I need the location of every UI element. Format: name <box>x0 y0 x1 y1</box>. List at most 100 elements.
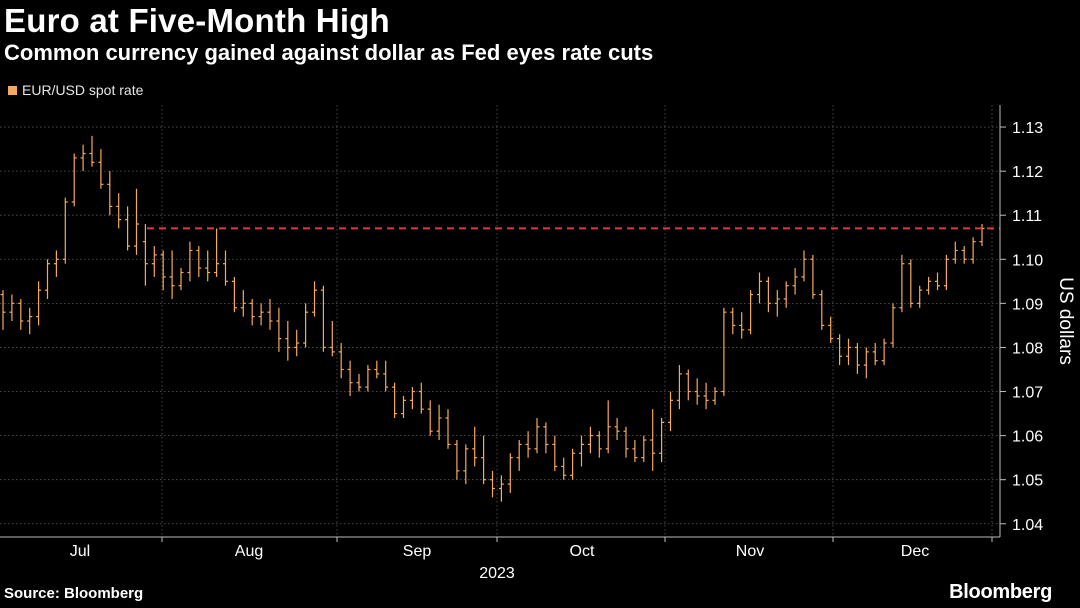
ohlc-bar <box>659 417 665 463</box>
ohlc-bar <box>240 290 246 317</box>
ohlc-bar <box>881 338 887 366</box>
ohlc-bar <box>730 307 736 335</box>
ohlc-bar <box>53 250 59 277</box>
ohlc-bar <box>721 307 727 396</box>
ohlc-bar <box>890 303 896 348</box>
y-tick-label: 1.10 <box>1012 252 1043 269</box>
ohlc-bar <box>854 343 860 374</box>
ohlc-bar <box>472 426 478 467</box>
y-tick-label: 1.07 <box>1012 385 1043 402</box>
ohlc-bar <box>134 188 139 255</box>
y-tick-label: 1.09 <box>1012 296 1043 313</box>
legend-label: EUR/USD spot rate <box>22 82 144 98</box>
ohlc-bar <box>561 457 567 480</box>
source-note: Source: Bloomberg <box>4 585 144 602</box>
chart-subtitle: Common currency gained against dollar as… <box>4 40 654 65</box>
ohlc-bar <box>151 246 157 277</box>
ohlc-bar <box>534 417 540 454</box>
ohlc-bar <box>463 444 469 485</box>
ohlc-bar <box>356 373 362 392</box>
ohlc-bar <box>27 307 33 335</box>
ohlc-bar <box>498 475 504 502</box>
x-month-label: Oct <box>570 543 595 560</box>
ohlc-bar <box>294 329 300 357</box>
legend: EUR/USD spot rate <box>8 82 143 98</box>
grid-layer <box>0 105 1000 537</box>
ohlc-bar <box>169 250 175 299</box>
ohlc-bar <box>36 281 42 326</box>
ohlc-bar <box>223 250 228 286</box>
ohlc-bar <box>943 254 949 291</box>
ohlc-bar <box>231 276 237 313</box>
ohlc-bar <box>694 378 700 405</box>
ohlc-bar <box>623 426 629 458</box>
ohlc-bar <box>579 435 584 467</box>
ohlc-bar <box>214 228 220 277</box>
ohlc-bar <box>116 193 122 229</box>
ohlc-bar <box>765 276 771 313</box>
ohlc-bar <box>481 435 487 485</box>
ohlc-bar <box>828 316 834 344</box>
axis-layer: 1.04 1.05 1.06 1.07 1.08 1.09 1.10 1.11 1.12 1.13… <box>0 105 1076 582</box>
ohlc-bar <box>979 224 985 247</box>
ohlc-bar <box>178 268 184 291</box>
ohlc-bar <box>374 360 380 379</box>
ohlc-bar <box>872 343 878 366</box>
ohlc-bar <box>62 197 68 264</box>
ohlc-bar <box>810 254 816 299</box>
ohlc-bar <box>125 206 131 251</box>
ohlc-bar <box>596 431 602 458</box>
ohlc-bar <box>196 246 202 277</box>
ohlc-bar <box>685 369 691 401</box>
x-year-label: 2023 <box>479 565 515 582</box>
ohlc-bar <box>383 360 389 392</box>
ohlc-bar <box>312 281 317 317</box>
ohlc-bar <box>160 250 166 291</box>
ohlc-bar <box>365 365 371 392</box>
ohlc-bar <box>676 365 682 410</box>
ohlc-bar <box>516 440 522 471</box>
ohlc-bar <box>320 285 326 352</box>
legend-swatch <box>8 85 17 95</box>
x-month-label: Nov <box>736 543 764 560</box>
ohlc-bar <box>142 224 148 286</box>
ohlc-bar <box>837 334 843 366</box>
ohlc-bar <box>338 343 344 379</box>
ohlc-bar <box>908 259 914 308</box>
ohlc-bar <box>187 241 193 282</box>
ohlc-bar <box>748 290 754 335</box>
ohlc-bar <box>792 268 798 295</box>
ohlc-bar <box>641 435 647 463</box>
ohlc-bar <box>507 453 513 493</box>
ohlc-bar <box>490 470 495 498</box>
ohlc-bar <box>401 395 406 418</box>
ohlc-bar <box>819 290 825 330</box>
ohlc-bar <box>917 285 923 308</box>
ohlc-bar <box>863 347 869 379</box>
ohlc-bar <box>543 422 549 454</box>
y-tick-label: 1.05 <box>1012 473 1043 490</box>
ohlc-bar <box>952 241 958 264</box>
ohlc-bar <box>285 321 291 361</box>
ohlc-bar <box>783 281 789 308</box>
y-tick-label: 1.04 <box>1012 517 1043 534</box>
x-month-label: Sep <box>403 543 432 560</box>
ohlc-bar <box>926 276 932 295</box>
ohlc-bar <box>45 259 50 299</box>
ohlc-bar <box>899 254 905 313</box>
ohlc-bar <box>454 440 460 480</box>
ohlc-bar <box>703 382 709 410</box>
y-tick-label: 1.11 <box>1012 208 1042 225</box>
y-tick-label: 1.08 <box>1012 340 1043 357</box>
ohlc-bar <box>801 250 807 282</box>
bars-layer <box>0 135 985 502</box>
x-month-label: Dec <box>901 543 929 560</box>
y-tick-label: 1.06 <box>1012 429 1043 446</box>
ohlc-bar <box>89 135 95 167</box>
ohlc-bar <box>249 298 255 326</box>
ohlc-bar <box>427 400 433 436</box>
brand-logo: Bloomberg <box>949 581 1052 603</box>
ohlc-bar <box>570 448 576 480</box>
ohlc-bar <box>774 290 780 317</box>
